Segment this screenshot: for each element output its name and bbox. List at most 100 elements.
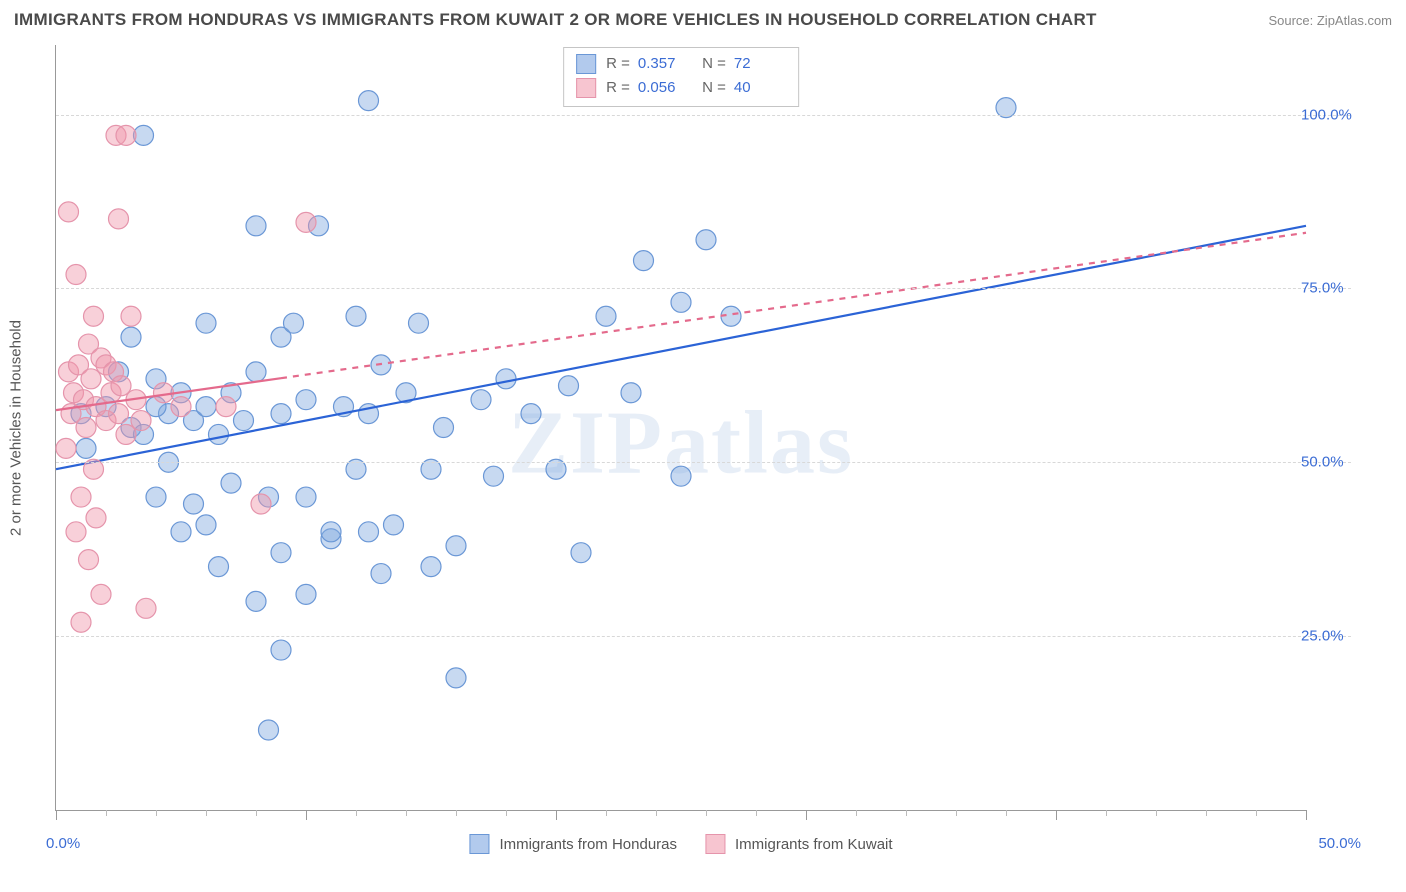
data-point-honduras	[234, 411, 254, 431]
data-point-honduras	[321, 522, 341, 542]
data-point-honduras	[621, 383, 641, 403]
data-point-honduras	[296, 584, 316, 604]
x-tick-minor	[656, 810, 657, 816]
x-axis-end-label: 50.0%	[1318, 835, 1361, 852]
plot-area: 25.0%50.0%75.0%100.0%	[56, 45, 1306, 810]
data-point-honduras	[634, 251, 654, 271]
legend-label-honduras: Immigrants from Honduras	[499, 836, 677, 853]
data-point-honduras	[209, 424, 229, 444]
data-point-honduras	[671, 466, 691, 486]
data-point-kuwait	[109, 209, 129, 229]
data-point-honduras	[471, 390, 491, 410]
chart-title: IMMIGRANTS FROM HONDURAS VS IMMIGRANTS F…	[14, 10, 1097, 30]
data-point-kuwait	[154, 383, 174, 403]
data-point-honduras	[484, 466, 504, 486]
x-tick-major	[306, 810, 307, 820]
x-tick-minor	[1156, 810, 1157, 816]
n-value-kuwait: 40	[734, 76, 786, 100]
x-tick-minor	[506, 810, 507, 816]
x-tick-major	[1056, 810, 1057, 820]
data-point-honduras	[521, 404, 541, 424]
data-point-honduras	[446, 668, 466, 688]
x-tick-minor	[256, 810, 257, 816]
data-point-honduras	[76, 438, 96, 458]
data-point-honduras	[146, 487, 166, 507]
data-point-honduras	[196, 397, 216, 417]
data-point-kuwait	[136, 598, 156, 618]
data-point-kuwait	[59, 202, 79, 222]
data-point-honduras	[259, 720, 279, 740]
legend-item-kuwait: Immigrants from Kuwait	[705, 834, 893, 854]
x-axis-start-label: 0.0%	[46, 835, 80, 852]
x-tick-minor	[206, 810, 207, 816]
trendline-extrapolated-kuwait	[281, 233, 1306, 378]
x-tick-minor	[1206, 810, 1207, 816]
legend-item-honduras: Immigrants from Honduras	[469, 834, 677, 854]
x-tick-minor	[706, 810, 707, 816]
data-point-kuwait	[71, 612, 91, 632]
source-label: Source: ZipAtlas.com	[1268, 13, 1392, 28]
data-point-kuwait	[116, 125, 136, 145]
x-tick-major	[806, 810, 807, 820]
data-point-kuwait	[86, 508, 106, 528]
data-point-kuwait	[79, 550, 99, 570]
data-point-kuwait	[251, 494, 271, 514]
data-point-honduras	[296, 390, 316, 410]
data-point-kuwait	[91, 584, 111, 604]
data-point-honduras	[246, 216, 266, 236]
data-point-honduras	[221, 473, 241, 493]
data-point-kuwait	[66, 522, 86, 542]
data-point-kuwait	[171, 397, 191, 417]
data-point-kuwait	[71, 487, 91, 507]
r-value-honduras: 0.357	[638, 52, 690, 76]
data-point-honduras	[559, 376, 579, 396]
data-point-honduras	[359, 522, 379, 542]
data-point-honduras	[284, 313, 304, 333]
data-point-honduras	[671, 292, 691, 312]
data-point-kuwait	[109, 404, 129, 424]
swatch-pink-icon	[705, 834, 725, 854]
data-point-kuwait	[56, 438, 76, 458]
stats-legend: R = 0.357 N = 72 R = 0.056 N = 40	[563, 47, 799, 107]
n-label: N =	[698, 76, 726, 100]
x-tick-minor	[606, 810, 607, 816]
y-axis-label: 2 or more Vehicles in Household	[8, 320, 25, 536]
y-tick-label: 75.0%	[1301, 280, 1361, 297]
data-point-kuwait	[216, 397, 236, 417]
swatch-blue-icon	[576, 54, 596, 74]
r-label: R =	[606, 52, 630, 76]
data-point-honduras	[246, 362, 266, 382]
data-point-honduras	[434, 418, 454, 438]
data-point-honduras	[596, 306, 616, 326]
r-label: R =	[606, 76, 630, 100]
x-tick-minor	[906, 810, 907, 816]
chart-header: IMMIGRANTS FROM HONDURAS VS IMMIGRANTS F…	[14, 10, 1392, 30]
x-tick-minor	[1106, 810, 1107, 816]
y-tick-label: 25.0%	[1301, 628, 1361, 645]
stats-row-kuwait: R = 0.056 N = 40	[576, 76, 786, 100]
gridline	[56, 636, 1351, 637]
series-legend: Immigrants from Honduras Immigrants from…	[469, 834, 892, 854]
data-point-honduras	[296, 487, 316, 507]
swatch-blue-icon	[469, 834, 489, 854]
data-point-honduras	[359, 91, 379, 111]
x-tick-minor	[1256, 810, 1257, 816]
y-tick-label: 50.0%	[1301, 454, 1361, 471]
data-point-honduras	[496, 369, 516, 389]
data-point-honduras	[346, 306, 366, 326]
x-tick-major	[556, 810, 557, 820]
data-point-honduras	[384, 515, 404, 535]
data-point-honduras	[209, 557, 229, 577]
gridline	[56, 462, 1351, 463]
x-tick-minor	[956, 810, 957, 816]
data-point-kuwait	[121, 306, 141, 326]
data-point-kuwait	[84, 306, 104, 326]
x-tick-minor	[856, 810, 857, 816]
data-point-honduras	[171, 522, 191, 542]
r-value-kuwait: 0.056	[638, 76, 690, 100]
x-tick-minor	[356, 810, 357, 816]
data-point-honduras	[271, 640, 291, 660]
swatch-pink-icon	[576, 78, 596, 98]
n-label: N =	[698, 52, 726, 76]
data-point-kuwait	[66, 265, 86, 285]
